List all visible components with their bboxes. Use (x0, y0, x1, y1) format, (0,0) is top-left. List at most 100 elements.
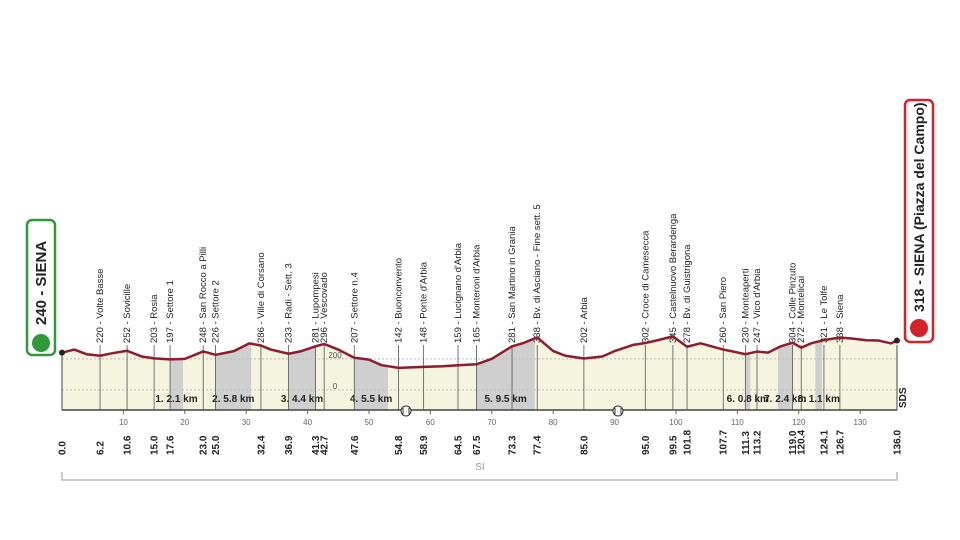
waypoint-label: 165 - Monteroni d'Arbia (471, 244, 482, 343)
finish-icon (910, 319, 928, 337)
waypoint-label: 220 - Volte Basse (95, 269, 106, 343)
waypoint-label: 260 - San Piero (718, 277, 729, 343)
waypoint-km: 124.1 (819, 430, 830, 455)
waypoint-km: 111.3 (741, 431, 752, 455)
sector-area (476, 338, 535, 410)
x-tick-label: 40 (303, 418, 312, 427)
profile-line (61, 335, 898, 370)
waypoint-km: 99.5 (668, 435, 679, 455)
sector-area (354, 357, 389, 410)
x-tick-label: 10 (119, 418, 128, 427)
waypoint-label: 278 - Bv. di Guistrigona (682, 244, 693, 343)
waypoint-km: 101.8 (683, 430, 694, 455)
sector-area (170, 358, 183, 410)
waypoint-km: 54.8 (394, 435, 405, 455)
waypoint-km: 36.9 (284, 435, 295, 455)
waypoint-label: 247 - Vico d'Arbia (752, 268, 763, 343)
start-dot (59, 349, 65, 356)
waypoint-label: 207 - Settore n.4 (349, 272, 360, 343)
plot: 0 200 1. 2.1 km 2. 5.8 km 3. 4.4 km 4. 5.5 km… (58, 204, 904, 455)
sector-area (288, 346, 316, 410)
x-tick-label: 110 (731, 418, 744, 427)
axis-note: SI (475, 462, 484, 473)
sector-label: 5. 9.5 km (484, 394, 526, 405)
sector-label: 2. 5.8 km (212, 394, 254, 405)
waypoint-label: 296 - Vescovado (319, 272, 330, 343)
waypoint-km: 119.0 (788, 430, 799, 455)
sector-area (215, 343, 252, 410)
axis-bracket (61, 472, 898, 481)
sector-label: 3. 4.4 km (281, 394, 323, 405)
sector-label: 1. 2.1 km (155, 394, 197, 405)
waypoint-label: 230 - Monteaperti (740, 269, 751, 343)
waypoint-km: 10.6 (123, 435, 134, 455)
waypoint-km: 32.4 (256, 435, 267, 455)
waypoint-km: 120.4 (797, 430, 808, 455)
waypoint-km: 41.3 (311, 435, 322, 455)
x-tick-label: 120 (792, 418, 806, 427)
waypoint-km: 15.0 (150, 435, 161, 455)
waypoint-label: 233 - Radi - Sett. 3 (284, 263, 295, 343)
waypoint-km: 0.0 (58, 441, 69, 455)
waypoint-label: 345 - Castelnuovo Berardenga (668, 213, 679, 343)
waypoint-km: 73.3 (508, 435, 519, 455)
waypoint-label: 321 - Le Tolfe (819, 286, 830, 343)
waypoint-km: 77.4 (533, 435, 544, 455)
waypoint-km: 95.0 (641, 435, 652, 455)
waypoint-label: 203 - Rosia (149, 294, 160, 343)
waypoint-label: 159 - Lucignano d'Arbia (453, 242, 464, 343)
waypoint-km: 126.7 (835, 430, 846, 455)
waypoint-label: 148 - Ponte d'Arbia (419, 261, 430, 343)
finish-dot (894, 337, 900, 344)
sector-label: 8. 1.1 km (798, 394, 840, 405)
waypoint-km: 136.0 (893, 430, 904, 455)
waypoint-label: 226 - Settore 2 (210, 280, 221, 343)
feed-zone-icon (400, 405, 412, 417)
start-box (25, 218, 57, 357)
waypoint-km: 42.7 (320, 435, 331, 455)
sector-label: 6. 0.8 km (727, 394, 769, 405)
x-tick-label: 30 (242, 418, 251, 427)
logo: SDS (898, 387, 909, 408)
waypoint-label: 281 - San Martino in Grania (507, 226, 518, 343)
x-tick-label: 90 (610, 418, 619, 427)
waypoint-label: 202 - Arbia (579, 296, 590, 343)
x-tick-label: 70 (487, 418, 496, 427)
y-tick-label: 200 (328, 351, 342, 360)
waypoint-label: 302 - Croce di Camesecca (640, 230, 651, 343)
waypoint-km: 17.6 (166, 435, 177, 455)
x-tick-label: 130 (853, 418, 867, 427)
y-tick-label: 0 (333, 382, 338, 391)
waypoint-km: 113.2 (753, 430, 764, 455)
waypoint-label: 248 - San Rocco a Pilli (198, 247, 209, 343)
feed-zone-icon (612, 405, 624, 417)
waypoint-km: 23.0 (199, 435, 210, 455)
waypoint-km: 67.5 (472, 435, 483, 455)
waypoint-label: 304 - Colle Pinzuto (788, 263, 799, 343)
waypoint-km: 47.6 (350, 435, 361, 455)
waypoint-label: 338 - Bv. di Asciano - Fine sett. 5 (532, 204, 543, 343)
x-tick-label: 50 (365, 418, 374, 427)
sector-area (777, 342, 793, 410)
x-tick-label: 100 (669, 418, 683, 427)
x-tick-label: 60 (426, 418, 435, 427)
waypoint-km: 6.2 (96, 441, 107, 455)
x-tick-label: 20 (180, 418, 189, 427)
sector-label: 7. 2.4 km (764, 394, 806, 405)
waypoint-km: 85.0 (579, 435, 590, 455)
waypoint-label: 197 - Settore 1 (165, 280, 176, 343)
sector-label: 4. 5.5 km (350, 394, 392, 405)
start-icon (32, 334, 50, 352)
waypoint-label: 286 - Ville di Corsano (256, 252, 267, 343)
finish-box (903, 98, 935, 344)
waypoint-label: 272 - Montelicai (796, 276, 807, 343)
x-tick-label: 80 (549, 418, 558, 427)
waypoint-km: 25.0 (211, 435, 222, 455)
sector-area (745, 353, 751, 410)
waypoint-km: 64.5 (454, 435, 465, 455)
start-label: 240 - SIENA (33, 241, 50, 325)
waypoint-km: 58.9 (419, 435, 430, 455)
waypoint-label: 338 - Siena (835, 294, 846, 343)
